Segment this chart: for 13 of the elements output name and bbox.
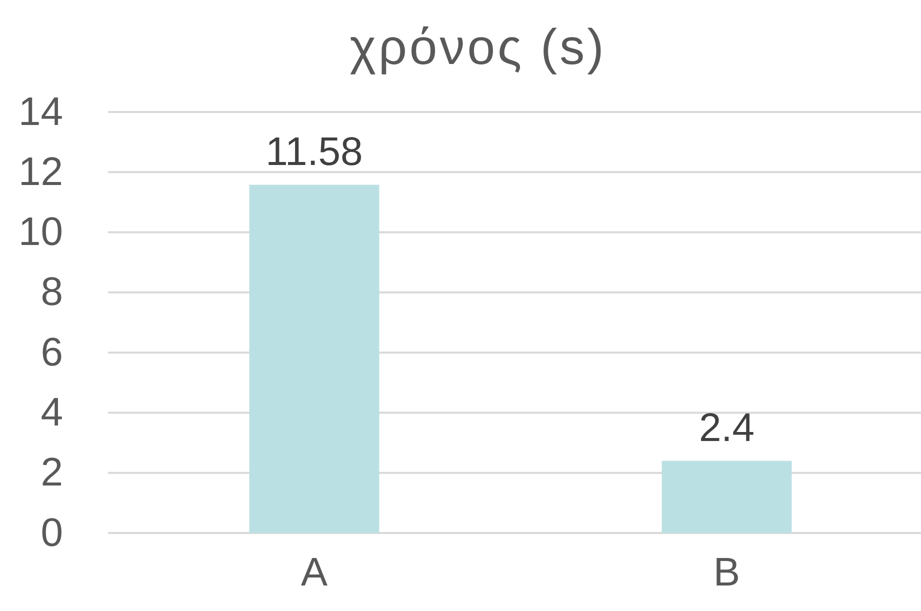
y-tick-label: 12 — [18, 150, 63, 194]
y-tick-label: 0 — [40, 510, 63, 555]
x-tick-label: B — [713, 550, 740, 594]
y-tick-label: 4 — [40, 390, 63, 435]
y-tick-label: 8 — [40, 270, 63, 314]
y-tick-label: 2 — [40, 450, 63, 495]
data-label: 2.4 — [698, 406, 755, 450]
x-tick-label: A — [300, 550, 328, 594]
chart-title: χρόνος (s) — [350, 19, 606, 75]
data-label: 11.58 — [266, 130, 363, 174]
y-tick-label: 14 — [18, 90, 63, 134]
y-tick-label: 10 — [18, 210, 63, 254]
y-tick-label: 6 — [40, 330, 63, 374]
